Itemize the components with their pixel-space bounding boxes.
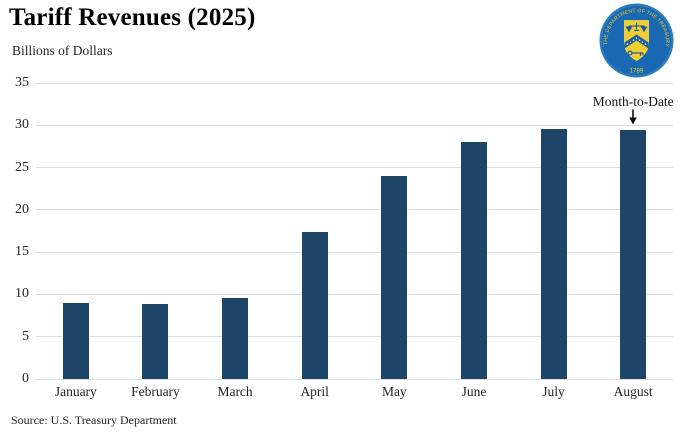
x-tick-label: January [54, 384, 97, 399]
bar-january [62, 302, 89, 379]
seal-year: 1789 [630, 68, 644, 75]
plot-area [36, 82, 673, 380]
gridline [36, 209, 673, 211]
y-tick-label: 25 [15, 159, 29, 175]
x-tick-label: June [461, 384, 487, 399]
gridline [36, 378, 673, 380]
annotation-label: Month-to-Date [592, 94, 674, 109]
gridline [36, 293, 673, 295]
x-tick-label: February [131, 384, 180, 399]
bar-august [620, 129, 647, 379]
treasury-seal-logo: THE DEPARTMENT OF THE TREASURY 1789 [599, 3, 674, 78]
x-tick-label: July [542, 384, 565, 399]
bar-june [460, 142, 487, 379]
bar-april [301, 231, 328, 379]
seal-chevron [624, 34, 649, 49]
y-tick-label: 5 [22, 328, 29, 344]
x-tick-label: May [381, 384, 407, 399]
chart-title: Tariff Revenues (2025) [9, 4, 256, 31]
y-axis-unit-label: Billions of Dollars [12, 43, 113, 58]
gridline [36, 167, 673, 169]
seal-scales-icon [625, 22, 648, 33]
bar-march [222, 297, 249, 379]
gridline [36, 124, 673, 126]
seal-key-icon [627, 50, 644, 56]
y-tick-label: 0 [22, 371, 29, 386]
x-tick-label: August [613, 384, 653, 399]
source-note: Source: U.S. Treasury Department [11, 413, 177, 427]
bar-july [540, 128, 567, 379]
gridline [36, 82, 673, 84]
bar-february [142, 303, 169, 379]
x-tick-label: March [217, 384, 253, 399]
y-tick-label: 30 [15, 117, 29, 133]
gridline [36, 336, 673, 338]
down-arrow-icon [629, 109, 637, 125]
y-tick-label: 35 [15, 75, 29, 90]
gridline [36, 251, 673, 253]
y-tick-label: 15 [15, 244, 29, 260]
y-tick-label: 10 [15, 286, 29, 302]
y-tick-label: 20 [15, 201, 29, 217]
bar-may [381, 176, 408, 379]
x-tick-label: April [300, 384, 329, 399]
